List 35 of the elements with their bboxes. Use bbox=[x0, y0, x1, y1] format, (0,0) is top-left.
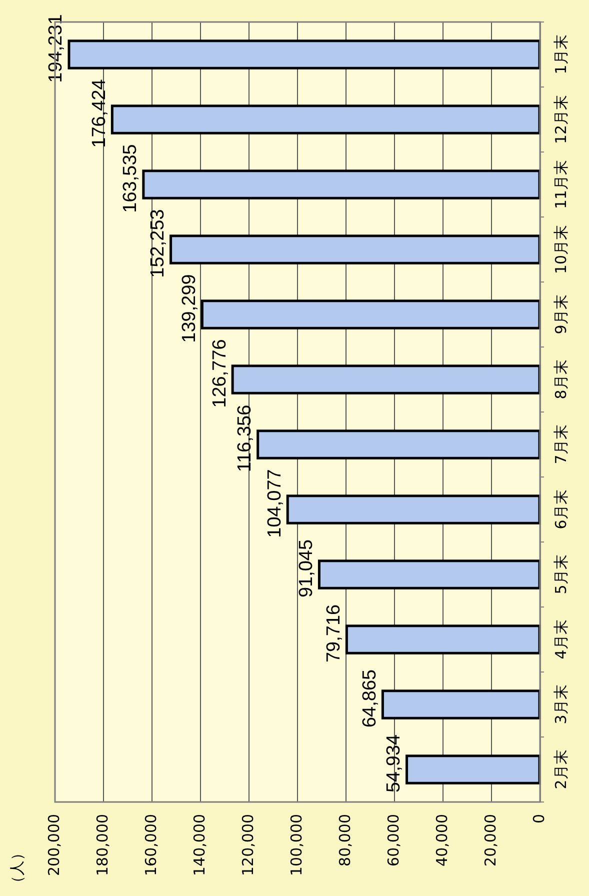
data-label: 152,253 bbox=[148, 209, 169, 278]
x-tick-label: 180,000 bbox=[93, 814, 112, 876]
y-tick-label: 9月末 bbox=[552, 294, 570, 334]
y-tick-label: 8月末 bbox=[552, 360, 570, 400]
data-label: 104,077 bbox=[264, 469, 286, 538]
y-tick-label: 10月末 bbox=[552, 224, 570, 274]
data-label: 54,934 bbox=[384, 734, 405, 793]
y-tick-label: 12月末 bbox=[552, 94, 570, 144]
x-tick-label: 120,000 bbox=[238, 814, 257, 876]
x-tick-label: 20,000 bbox=[481, 814, 500, 866]
data-label: 163,535 bbox=[120, 144, 142, 213]
y-tick-label: 3月末 bbox=[552, 684, 570, 724]
y-tick-label: 11月末 bbox=[552, 160, 570, 210]
y-tick-label: 1月末 bbox=[552, 34, 570, 74]
data-label: 79,716 bbox=[323, 604, 344, 663]
x-tick-label: 160,000 bbox=[142, 814, 160, 876]
y-tick-label: 2月末 bbox=[552, 750, 570, 790]
data-label: 139,299 bbox=[178, 274, 200, 343]
data-label: 126,776 bbox=[209, 339, 230, 408]
y-tick-label: 6月末 bbox=[552, 490, 570, 530]
x-tick-label: 40,000 bbox=[432, 814, 451, 866]
data-label: 64,865 bbox=[359, 669, 380, 728]
y-tick-label: 4月末 bbox=[552, 620, 570, 660]
x-tick-label: 140,000 bbox=[190, 814, 208, 876]
data-label: 91,045 bbox=[296, 539, 317, 598]
x-tick-label: 60,000 bbox=[384, 814, 402, 866]
x-tick-label: 80,000 bbox=[336, 814, 354, 866]
y-tick-label: 7月末 bbox=[552, 424, 570, 464]
x-tick-label: 100,000 bbox=[287, 814, 306, 876]
y-tick-label: 5月末 bbox=[552, 554, 570, 594]
data-label: 116,356 bbox=[234, 404, 256, 472]
x-tick-label: 0 bbox=[530, 814, 548, 824]
x-tick-label: 200,000 bbox=[44, 814, 63, 876]
y-axis-title: （人） bbox=[8, 846, 26, 890]
data-label: 176,424 bbox=[88, 78, 110, 148]
